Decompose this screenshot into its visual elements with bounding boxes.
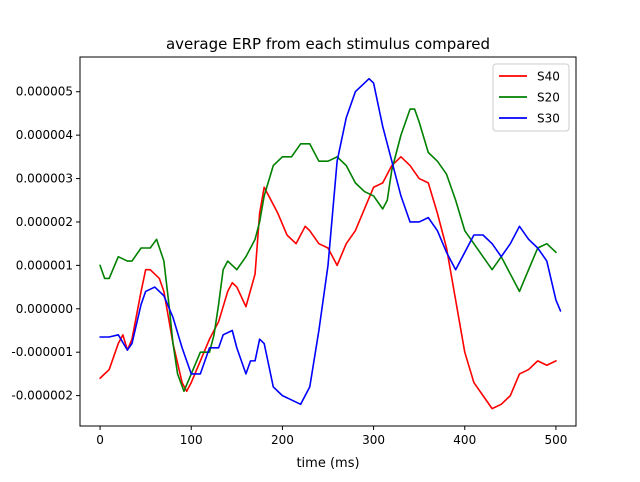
x-tick-label: 400 — [453, 433, 476, 447]
x-axis-label: time (ms) — [296, 456, 359, 471]
legend-label-s20: S20 — [537, 91, 560, 105]
y-tick-label: 0.000004 — [16, 128, 73, 142]
legend-box — [492, 63, 570, 132]
y-tick-label: -0.000002 — [11, 389, 73, 403]
x-axis-ticks: 0 100 200 300 400 500 — [96, 426, 567, 447]
legend: S40 S20 S30 — [492, 63, 570, 132]
series-line-s20 — [99, 108, 557, 393]
y-tick-label: 0.000001 — [16, 258, 73, 272]
y-tick-label: -0.000001 — [11, 345, 73, 359]
chart-title: average ERP from each stimulus compared — [166, 35, 490, 53]
y-tick-label: 0.000005 — [16, 85, 73, 99]
x-tick-label: 500 — [544, 433, 567, 447]
legend-label-s30: S30 — [537, 112, 560, 126]
legend-label-s40: S40 — [537, 70, 560, 84]
x-tick-label: 100 — [180, 433, 203, 447]
axes-frame — [79, 56, 577, 427]
y-axis-ticks: -0.000002 -0.000001 0.000000 0.000001 0.0000… — [11, 85, 80, 403]
y-tick-label: 0.000002 — [16, 215, 73, 229]
y-tick-label: 0.000000 — [16, 302, 73, 316]
y-tick-label: 0.000003 — [16, 172, 73, 186]
x-tick-label: 0 — [96, 433, 104, 447]
x-tick-label: 200 — [271, 433, 294, 447]
series-line-s30 — [99, 77, 562, 406]
plot-area — [99, 77, 562, 410]
x-tick-label: 300 — [362, 433, 385, 447]
series-line-s40 — [99, 156, 557, 410]
